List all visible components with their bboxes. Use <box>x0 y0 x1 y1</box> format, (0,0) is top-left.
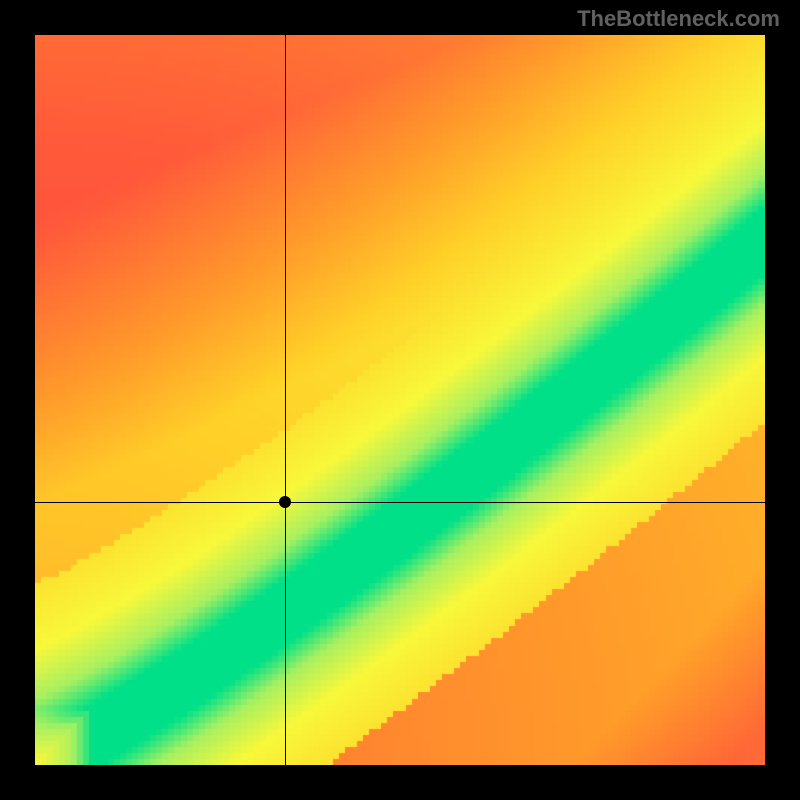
crosshair-vertical <box>285 35 286 765</box>
heatmap-canvas <box>35 35 765 765</box>
heatmap-plot <box>35 35 765 765</box>
watermark-text: TheBottleneck.com <box>577 6 780 32</box>
crosshair-marker-dot <box>279 496 291 508</box>
crosshair-horizontal <box>35 502 765 503</box>
